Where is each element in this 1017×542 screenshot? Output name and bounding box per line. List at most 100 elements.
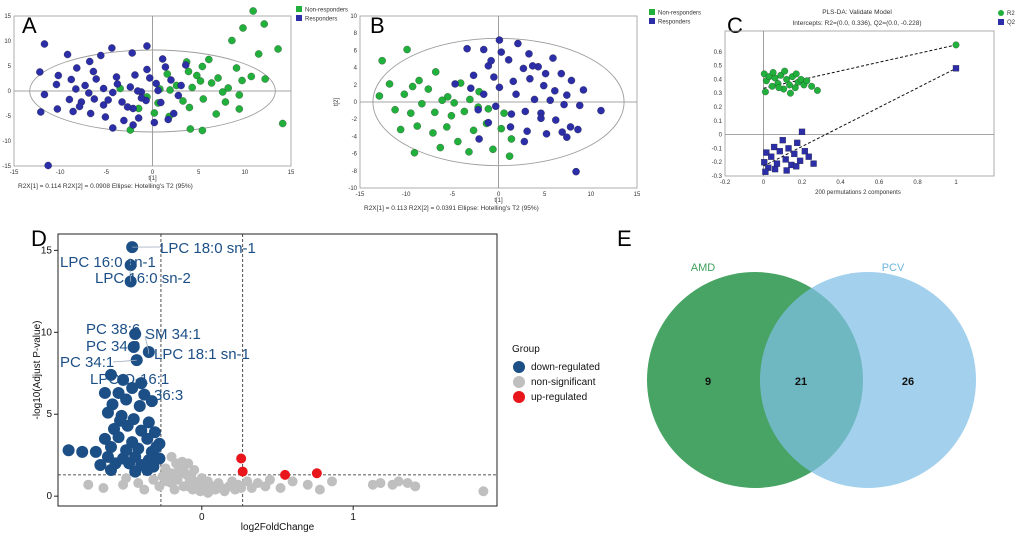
legend-label: Non-responders	[305, 8, 348, 14]
legend-swatch	[296, 15, 302, 21]
data-point-non-responder	[248, 73, 255, 80]
data-point-responder	[102, 113, 109, 120]
legend-swatch	[649, 18, 655, 24]
data-point-non-responder	[415, 77, 422, 84]
metabolite-label: PC 38:6	[86, 321, 140, 338]
data-point-responder	[109, 89, 116, 96]
legend-swatch	[998, 10, 1004, 16]
x-tick-label: 5	[197, 170, 201, 176]
data-point-responder	[66, 96, 73, 103]
data-point-responder	[558, 70, 565, 77]
data-point-non-responder	[448, 112, 455, 119]
venn-circle-pcv	[760, 272, 976, 488]
data-point-non-responder	[274, 45, 281, 52]
x-tick-label: -5	[104, 170, 110, 176]
y-tick-label: 2	[354, 83, 358, 89]
data-point-q2	[794, 140, 800, 146]
metabolite-label: LPC 16:0 sn-1	[60, 254, 156, 271]
data-point-responder	[131, 71, 138, 78]
data-point-non-responder	[386, 80, 393, 87]
data-point-responder	[37, 108, 44, 115]
x-axis-label: t[1]	[148, 176, 157, 182]
data-point-non-responder	[489, 146, 496, 153]
venn-label-amd: AMD	[691, 262, 716, 274]
data-point-responder	[55, 72, 62, 79]
data-point-responder	[525, 50, 532, 57]
data-point-non-responder	[208, 79, 215, 86]
data-point-non-responder	[379, 57, 386, 64]
data-point-non-responder	[411, 149, 418, 156]
data-point-non-responder	[219, 88, 226, 95]
data-point-non-responder	[186, 104, 193, 111]
data-point-non-responder	[437, 144, 444, 151]
y-tick-label: -2	[352, 117, 358, 123]
data-point-responder	[41, 40, 48, 47]
y-tick-label: -0.3	[712, 174, 723, 180]
data-point-responder	[108, 44, 115, 51]
legend-label: R2	[1007, 11, 1015, 17]
data-point-responder	[124, 103, 131, 110]
data-point-q2	[771, 144, 777, 150]
x-tick-label: 5	[543, 192, 547, 198]
data-point-responder	[41, 91, 48, 98]
y-tick-label: 0	[8, 89, 12, 95]
legend-label: non-significant	[531, 377, 596, 388]
data-point-up-regulated	[238, 467, 248, 477]
data-point-responder	[68, 76, 75, 83]
data-point-responder	[36, 68, 43, 75]
data-point-responder	[182, 61, 189, 68]
data-point-responder	[475, 106, 482, 113]
data-point-q2	[761, 159, 767, 165]
data-point-non-significant	[139, 485, 149, 495]
x-axis-label: t[1]	[494, 198, 503, 204]
y-tick-label: 5	[8, 64, 12, 70]
data-point-non-significant	[478, 486, 488, 496]
data-point-non-responder	[407, 110, 414, 117]
legend-swatch	[513, 391, 525, 403]
y-tick-label: 0.4	[714, 77, 723, 83]
data-point-responder	[507, 123, 514, 130]
data-point-down-regulated	[134, 400, 146, 412]
data-point-non-responder	[222, 98, 229, 105]
data-point-responder	[476, 135, 483, 142]
data-point-responder	[470, 72, 477, 79]
data-point-responder	[93, 75, 100, 82]
data-point-responder	[53, 81, 60, 88]
data-point-non-responder	[498, 125, 505, 132]
data-point-non-responder	[425, 86, 432, 93]
data-point-non-responder	[236, 105, 243, 112]
y-tick-label: 0.5	[714, 64, 723, 70]
y-tick-label: 0	[719, 133, 723, 139]
data-point-non-responder	[189, 84, 196, 91]
data-point-responder	[135, 114, 142, 121]
data-point-r2	[814, 87, 821, 94]
data-point-responder	[87, 110, 94, 117]
data-point-non-responder	[418, 100, 425, 107]
data-point-non-responder	[401, 91, 408, 98]
data-point-responder	[526, 75, 533, 82]
legend-swatch	[296, 6, 302, 12]
data-point-q2	[797, 158, 803, 164]
x-tick-label: 10	[241, 170, 248, 176]
y-tick-label: -4	[352, 134, 358, 140]
x-axis-label: 200 permutations 2 components	[815, 190, 901, 196]
data-point-up-regulated	[280, 470, 290, 480]
data-point-non-significant	[121, 473, 131, 483]
data-point-responder	[114, 80, 121, 87]
data-point-r2	[770, 69, 777, 76]
data-point-responder	[118, 98, 125, 105]
data-point-non-responder	[213, 110, 220, 117]
x-tick-label: -10	[56, 170, 65, 176]
data-point-non-responder	[185, 68, 192, 75]
y-tick-label: -6	[352, 152, 358, 158]
data-point-r2	[786, 82, 793, 89]
data-point-down-regulated	[120, 393, 132, 405]
data-point-down-regulated	[113, 431, 125, 443]
data-point-down-regulated	[94, 459, 106, 471]
metabolite-label: PC 34:0	[86, 338, 140, 355]
data-point-non-significant	[375, 478, 385, 488]
data-point-r2	[793, 71, 800, 78]
legend-label: down-regulated	[531, 362, 600, 373]
data-point-responder	[531, 96, 538, 103]
data-point-responder	[54, 105, 61, 112]
